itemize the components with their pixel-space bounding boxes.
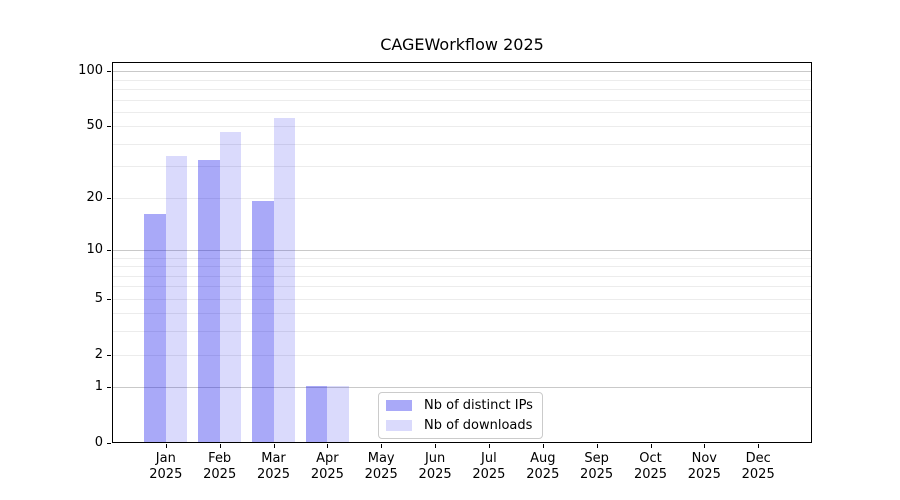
x-tick-label: Jan 2025 [149, 451, 183, 482]
y-gridline-minor [113, 275, 811, 277]
y-tick-mark [107, 387, 111, 389]
y-tick-mark [107, 126, 111, 128]
y-tick-mark [107, 298, 111, 300]
legend-entry-distinct-ips: Nb of distinct IPs [386, 398, 533, 413]
bar-apr-distinct-ips [305, 386, 328, 442]
y-tick-mark [107, 354, 111, 356]
x-tick-mark [381, 444, 383, 448]
x-tick-label: Mar 2025 [256, 451, 291, 482]
plot-area [112, 62, 812, 443]
x-tick-label: Oct 2025 [633, 451, 668, 482]
y-gridline-minor [113, 126, 811, 128]
y-tick-mark [107, 443, 111, 444]
x-tick-label: Apr 2025 [310, 451, 344, 482]
x-tick-mark [704, 444, 706, 448]
x-tick-mark [435, 444, 437, 448]
y-tick-label: 5 [94, 290, 103, 306]
y-tick-mark [107, 71, 111, 73]
x-tick-mark [273, 444, 275, 448]
y-tick-label: 50 [86, 118, 103, 134]
bar-feb-downloads [219, 131, 242, 442]
y-tick-label: 0 [94, 435, 103, 450]
x-tick-mark [165, 444, 167, 448]
y-gridline-minor [113, 257, 811, 259]
y-tick-label: 10 [86, 241, 103, 257]
y-tick-label: 2 [94, 346, 103, 362]
y-tick-label: 1 [94, 379, 103, 395]
y-tick-mark [107, 197, 111, 199]
legend-swatch-distinct-ips [386, 400, 412, 411]
x-tick-mark [542, 444, 544, 448]
bar-jan-distinct-ips [144, 213, 166, 442]
y-gridline-minor [113, 354, 811, 356]
x-tick-mark [650, 444, 652, 448]
y-gridline-minor [113, 197, 811, 199]
y-gridline-minor [113, 298, 811, 300]
x-tick-mark [488, 444, 490, 448]
x-tick-label: Dec 2025 [741, 451, 775, 482]
x-tick-label: Jul 2025 [472, 451, 506, 482]
legend-label-downloads: Nb of downloads [424, 418, 533, 433]
x-tick-label: Jun 2025 [418, 451, 452, 482]
legend-swatch-downloads [386, 420, 412, 431]
x-tick-mark [327, 444, 329, 448]
y-gridline-minor [113, 143, 811, 145]
y-gridline-minor [113, 266, 811, 267]
chart-title: CAGEWorkflow 2025 [380, 35, 544, 54]
bar-mar-downloads [273, 117, 295, 442]
x-tick-mark [219, 444, 221, 448]
y-gridline-minor [113, 166, 811, 168]
x-tick-mark [596, 444, 598, 448]
legend-entry-downloads: Nb of downloads [386, 418, 533, 433]
x-tick-label: May 2025 [364, 451, 398, 482]
bar-feb-distinct-ips [198, 160, 220, 442]
x-tick-label: Nov 2025 [687, 451, 721, 482]
y-tick-label: 100 [78, 63, 103, 79]
y-gridline-major [113, 249, 811, 251]
x-tick-mark [758, 444, 760, 448]
y-tick-label: 20 [86, 189, 103, 205]
y-gridline-minor [113, 331, 811, 333]
bar-jan-downloads [165, 155, 188, 442]
y-gridline-minor [113, 99, 811, 101]
x-tick-label: Aug 2025 [526, 451, 560, 482]
legend: Nb of distinct IPs Nb of downloads [378, 392, 543, 439]
y-gridline-minor [113, 89, 811, 90]
bar-mar-distinct-ips [252, 200, 274, 442]
y-gridline-minor [113, 79, 811, 81]
y-gridline-minor [113, 313, 811, 315]
y-gridline-major [113, 71, 811, 73]
x-tick-label: Feb 2025 [203, 451, 237, 482]
y-tick-mark [107, 249, 111, 251]
legend-label-distinct-ips: Nb of distinct IPs [424, 398, 533, 413]
y-gridline-minor [113, 286, 811, 288]
y-gridline-minor [113, 111, 811, 113]
bar-apr-downloads [327, 386, 349, 442]
y-gridline-major [113, 387, 811, 389]
x-tick-label: Sep 2025 [580, 451, 614, 482]
